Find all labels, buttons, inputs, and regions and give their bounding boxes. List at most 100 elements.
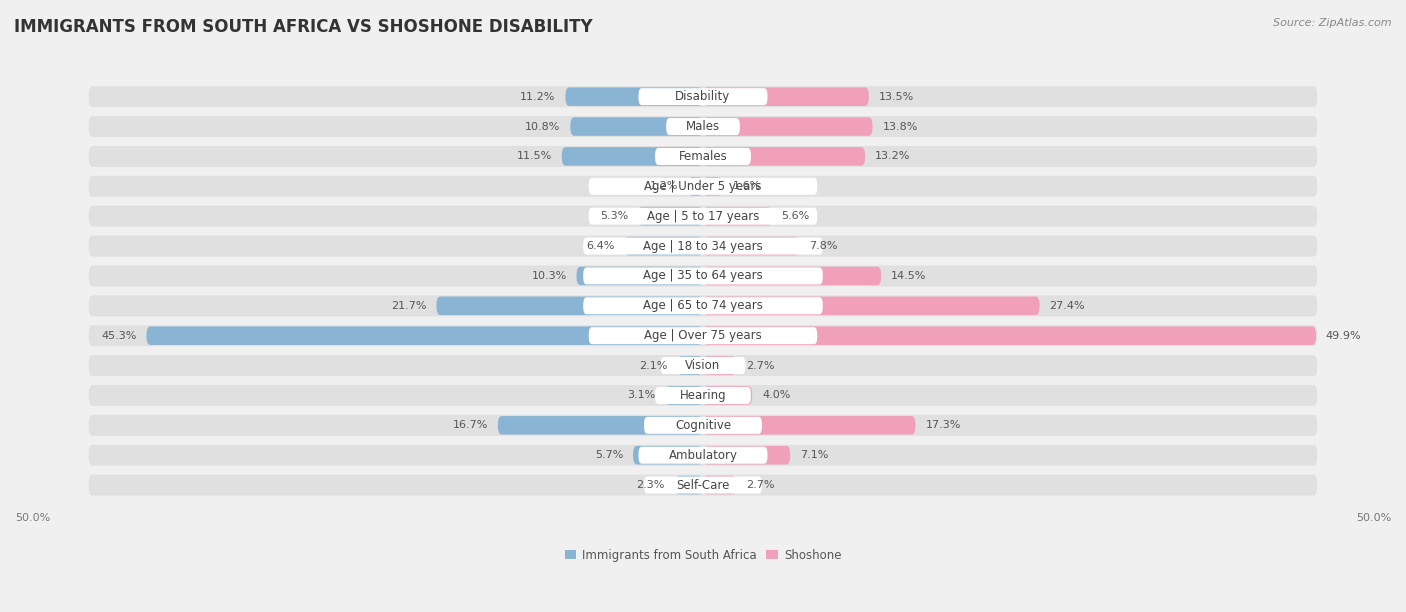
- FancyBboxPatch shape: [89, 86, 1317, 107]
- FancyBboxPatch shape: [703, 177, 723, 196]
- Text: 3.1%: 3.1%: [627, 390, 655, 400]
- Text: 13.8%: 13.8%: [883, 122, 918, 132]
- FancyBboxPatch shape: [89, 355, 1317, 376]
- Text: Age | 65 to 74 years: Age | 65 to 74 years: [643, 299, 763, 312]
- FancyBboxPatch shape: [644, 477, 762, 494]
- Text: Females: Females: [679, 150, 727, 163]
- Text: Cognitive: Cognitive: [675, 419, 731, 432]
- FancyBboxPatch shape: [675, 476, 703, 494]
- Text: 2.7%: 2.7%: [747, 480, 775, 490]
- Text: Vision: Vision: [685, 359, 721, 372]
- FancyBboxPatch shape: [703, 237, 799, 255]
- FancyBboxPatch shape: [666, 118, 740, 135]
- Text: 17.3%: 17.3%: [925, 420, 960, 430]
- Text: Age | 5 to 17 years: Age | 5 to 17 years: [647, 210, 759, 223]
- FancyBboxPatch shape: [89, 296, 1317, 316]
- Text: Hearing: Hearing: [679, 389, 727, 402]
- FancyBboxPatch shape: [89, 475, 1317, 496]
- FancyBboxPatch shape: [89, 385, 1317, 406]
- Text: Age | Under 5 years: Age | Under 5 years: [644, 180, 762, 193]
- Text: Self-Care: Self-Care: [676, 479, 730, 491]
- Text: 2.7%: 2.7%: [747, 360, 775, 371]
- FancyBboxPatch shape: [638, 447, 768, 464]
- FancyBboxPatch shape: [589, 178, 817, 195]
- FancyBboxPatch shape: [661, 357, 745, 374]
- FancyBboxPatch shape: [689, 177, 703, 196]
- Text: 14.5%: 14.5%: [891, 271, 927, 281]
- FancyBboxPatch shape: [89, 116, 1317, 137]
- FancyBboxPatch shape: [703, 356, 737, 375]
- Text: 13.5%: 13.5%: [879, 92, 914, 102]
- Text: 49.9%: 49.9%: [1326, 330, 1361, 341]
- Text: 10.8%: 10.8%: [524, 122, 561, 132]
- FancyBboxPatch shape: [655, 148, 751, 165]
- Text: Ambulatory: Ambulatory: [668, 449, 738, 461]
- FancyBboxPatch shape: [583, 237, 823, 255]
- FancyBboxPatch shape: [655, 387, 751, 404]
- Text: 21.7%: 21.7%: [391, 301, 426, 311]
- FancyBboxPatch shape: [703, 386, 752, 405]
- Text: 7.8%: 7.8%: [808, 241, 837, 251]
- FancyBboxPatch shape: [89, 445, 1317, 466]
- Text: Age | 18 to 34 years: Age | 18 to 34 years: [643, 239, 763, 253]
- FancyBboxPatch shape: [703, 207, 772, 225]
- Text: 10.3%: 10.3%: [531, 271, 567, 281]
- FancyBboxPatch shape: [638, 207, 703, 225]
- FancyBboxPatch shape: [89, 176, 1317, 197]
- FancyBboxPatch shape: [89, 236, 1317, 256]
- Text: 5.3%: 5.3%: [600, 211, 628, 221]
- Text: 16.7%: 16.7%: [453, 420, 488, 430]
- FancyBboxPatch shape: [565, 88, 703, 106]
- Text: 7.1%: 7.1%: [800, 450, 828, 460]
- FancyBboxPatch shape: [703, 147, 865, 166]
- Text: 2.1%: 2.1%: [638, 360, 668, 371]
- Text: 50.0%: 50.0%: [1355, 513, 1391, 523]
- Text: 50.0%: 50.0%: [15, 513, 51, 523]
- FancyBboxPatch shape: [678, 356, 703, 375]
- FancyBboxPatch shape: [576, 267, 703, 285]
- FancyBboxPatch shape: [498, 416, 703, 435]
- FancyBboxPatch shape: [665, 386, 703, 405]
- Text: Source: ZipAtlas.com: Source: ZipAtlas.com: [1274, 18, 1392, 28]
- Text: Age | Over 75 years: Age | Over 75 years: [644, 329, 762, 342]
- FancyBboxPatch shape: [89, 415, 1317, 436]
- FancyBboxPatch shape: [589, 327, 817, 344]
- Text: 1.6%: 1.6%: [733, 181, 761, 192]
- Text: Disability: Disability: [675, 90, 731, 103]
- Text: Males: Males: [686, 120, 720, 133]
- Text: 13.2%: 13.2%: [875, 151, 910, 162]
- FancyBboxPatch shape: [703, 297, 1039, 315]
- Text: 1.2%: 1.2%: [650, 181, 679, 192]
- FancyBboxPatch shape: [146, 326, 703, 345]
- FancyBboxPatch shape: [583, 267, 823, 285]
- FancyBboxPatch shape: [89, 266, 1317, 286]
- Text: 11.5%: 11.5%: [516, 151, 553, 162]
- FancyBboxPatch shape: [571, 118, 703, 136]
- FancyBboxPatch shape: [703, 476, 737, 494]
- FancyBboxPatch shape: [436, 297, 703, 315]
- Text: 4.0%: 4.0%: [762, 390, 790, 400]
- FancyBboxPatch shape: [638, 88, 768, 105]
- FancyBboxPatch shape: [89, 206, 1317, 226]
- FancyBboxPatch shape: [89, 146, 1317, 167]
- FancyBboxPatch shape: [703, 446, 790, 465]
- Text: 5.6%: 5.6%: [782, 211, 810, 221]
- Legend: Immigrants from South Africa, Shoshone: Immigrants from South Africa, Shoshone: [560, 544, 846, 567]
- Text: 6.4%: 6.4%: [586, 241, 614, 251]
- FancyBboxPatch shape: [633, 446, 703, 465]
- FancyBboxPatch shape: [589, 207, 817, 225]
- FancyBboxPatch shape: [583, 297, 823, 315]
- FancyBboxPatch shape: [624, 237, 703, 255]
- Text: 45.3%: 45.3%: [101, 330, 136, 341]
- FancyBboxPatch shape: [703, 326, 1316, 345]
- FancyBboxPatch shape: [703, 267, 882, 285]
- Text: IMMIGRANTS FROM SOUTH AFRICA VS SHOSHONE DISABILITY: IMMIGRANTS FROM SOUTH AFRICA VS SHOSHONE…: [14, 18, 593, 36]
- Text: Age | 35 to 64 years: Age | 35 to 64 years: [643, 269, 763, 283]
- FancyBboxPatch shape: [703, 88, 869, 106]
- FancyBboxPatch shape: [562, 147, 703, 166]
- Text: 11.2%: 11.2%: [520, 92, 555, 102]
- FancyBboxPatch shape: [89, 325, 1317, 346]
- Text: 2.3%: 2.3%: [637, 480, 665, 490]
- Text: 5.7%: 5.7%: [595, 450, 623, 460]
- Text: 27.4%: 27.4%: [1049, 301, 1085, 311]
